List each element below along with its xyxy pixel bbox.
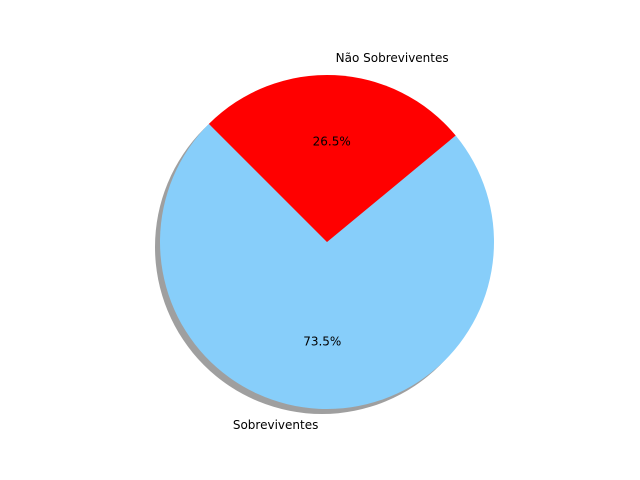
pie-labels: Sobreviventes 73.5% Não Sobreviventes 26.5% (233, 51, 449, 432)
pie-slice-sobreviventes (160, 123, 494, 409)
slice-category-label: Sobreviventes (233, 418, 319, 432)
pie-slice-nao-sobreviventes (208, 74, 456, 243)
slice-percent-label: 73.5% (303, 335, 341, 349)
pie-slices (160, 74, 494, 409)
slice-category-label: Não Sobreviventes (336, 51, 449, 65)
slice-percent-label: 26.5% (313, 134, 351, 148)
